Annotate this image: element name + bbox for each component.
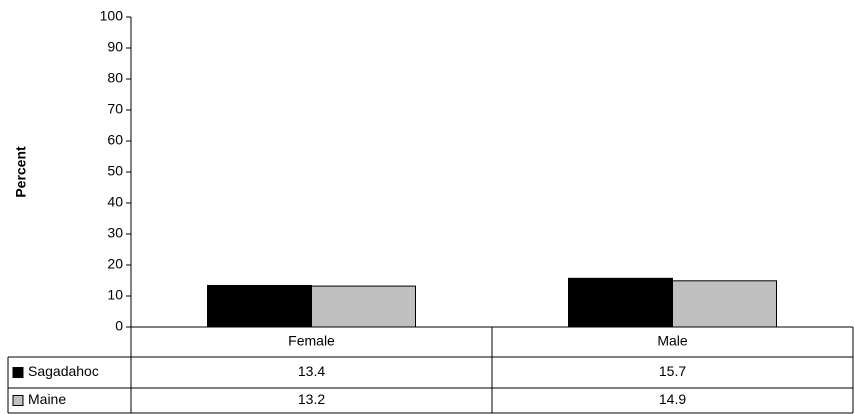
y-tick-label: 50 — [107, 163, 123, 179]
legend-swatch — [12, 367, 24, 378]
table-value: 13.4 — [298, 363, 325, 379]
y-tick-label: 10 — [107, 287, 123, 303]
y-axis-label: Percent — [13, 146, 29, 198]
y-tick-label: 90 — [107, 39, 123, 55]
y-tick-label: 20 — [107, 256, 123, 272]
y-tick-label: 30 — [107, 225, 123, 241]
table-value: 13.2 — [298, 391, 325, 407]
category-label: Male — [657, 333, 688, 349]
y-tick-label: 0 — [115, 318, 123, 334]
y-tick-label: 60 — [107, 132, 123, 148]
bar — [207, 284, 312, 328]
bar — [311, 285, 416, 328]
y-tick-label: 40 — [107, 194, 123, 210]
y-tick-label: 100 — [100, 8, 124, 24]
y-tick-label: 70 — [107, 101, 123, 117]
bar — [568, 277, 673, 328]
legend-label: Sagadahoc — [28, 363, 99, 379]
table-value: 15.7 — [659, 363, 686, 379]
category-label: Female — [288, 333, 335, 349]
bar — [672, 280, 777, 328]
legend-label: Maine — [28, 391, 66, 407]
legend-swatch — [12, 395, 24, 406]
y-tick-label: 80 — [107, 70, 123, 86]
table-value: 14.9 — [659, 391, 686, 407]
